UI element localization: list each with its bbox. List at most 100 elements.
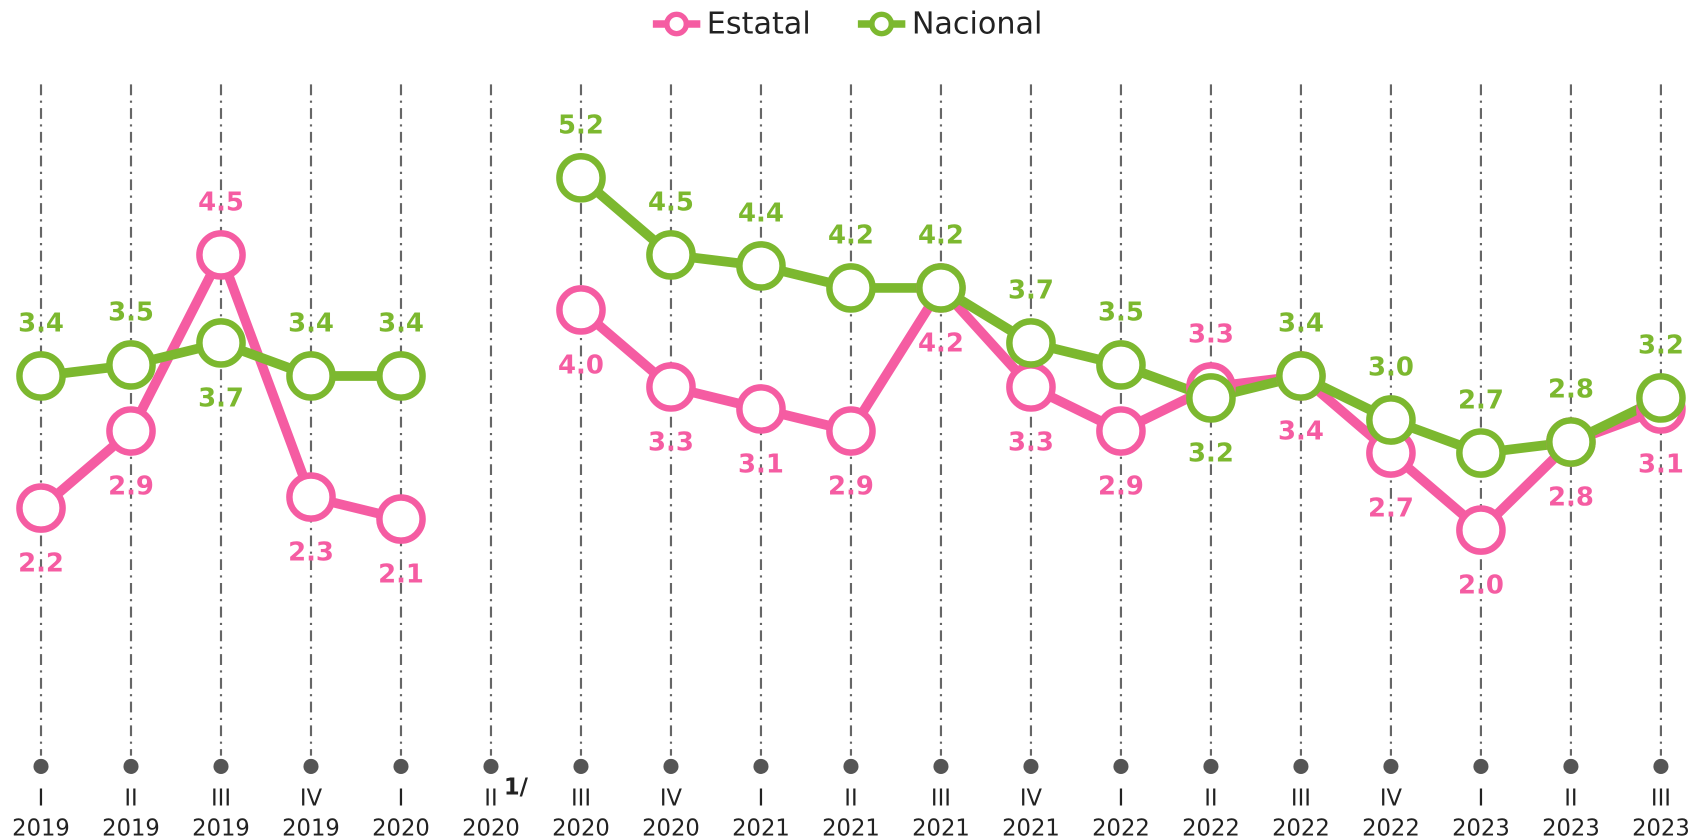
data-label: 4.5 [648, 188, 694, 218]
x-tick-quarter: III [931, 785, 951, 811]
legend-marker [869, 11, 895, 37]
category-dot [843, 758, 859, 774]
point [1636, 373, 1686, 423]
point [646, 230, 696, 280]
x-tick-year: 2020 [462, 815, 520, 840]
data-label: 3.4 [1278, 417, 1324, 447]
x-tick-quarter: IV [1380, 785, 1403, 811]
x-tick-quarter: II [124, 785, 137, 811]
x-tick-quarter: IV [660, 785, 683, 811]
point [1096, 406, 1146, 456]
category-dot [393, 758, 409, 774]
point [1456, 428, 1506, 478]
point [16, 483, 66, 533]
data-label: 2.9 [828, 472, 874, 502]
x-tick-quarter: II [1564, 785, 1577, 811]
x-tick-year: 2020 [552, 815, 610, 840]
point [1006, 362, 1056, 412]
legend-marker [664, 11, 689, 37]
x-tick-year: 2021 [822, 815, 880, 840]
point [106, 340, 156, 390]
data-label: 3.5 [1098, 298, 1144, 328]
x-tick-year: 2020 [372, 815, 430, 840]
data-label: 4.2 [828, 221, 874, 251]
point [556, 153, 606, 203]
point [1546, 417, 1596, 467]
data-label: 3.3 [1188, 320, 1234, 350]
x-tick-quarter: III [1651, 785, 1671, 811]
x-tick-quarter: I [38, 785, 45, 811]
data-label: 2.9 [1098, 472, 1144, 502]
x-tick-quarter: II [484, 785, 497, 811]
data-label: 4.4 [738, 199, 784, 229]
point [286, 351, 336, 401]
x-tick-year: 2022 [1362, 815, 1420, 840]
point [736, 241, 786, 291]
x-tick-year: 2020 [642, 815, 700, 840]
x-tick-year: 2021 [1002, 815, 1060, 840]
category-dot [753, 758, 769, 774]
point [646, 362, 696, 412]
data-label: 5.2 [558, 111, 604, 141]
point [826, 263, 876, 313]
data-label: 3.2 [1188, 439, 1234, 469]
x-tick-year: 2023 [1542, 815, 1600, 840]
data-label: 3.7 [1008, 276, 1054, 306]
point [1366, 395, 1416, 445]
x-tick-quarter: II [844, 785, 857, 811]
category-dot [1653, 758, 1669, 774]
x-tick-quarter: I [758, 785, 765, 811]
category-dot [123, 758, 139, 774]
data-label: 2.8 [1548, 483, 1594, 513]
point [556, 285, 606, 335]
x-tick-quarter: IV [300, 785, 323, 811]
category-dot [1293, 758, 1309, 774]
point [196, 318, 246, 368]
data-label: 3.5 [108, 298, 154, 328]
data-label: 4.2 [918, 329, 964, 359]
x-tick-year: 2021 [732, 815, 790, 840]
data-label: 4.0 [558, 351, 604, 381]
point [1096, 340, 1146, 390]
point [376, 494, 426, 544]
point [16, 351, 66, 401]
data-label: 2.9 [108, 472, 154, 502]
data-label: 2.2 [18, 549, 64, 579]
data-label: 3.1 [738, 450, 784, 480]
x-tick-quarter: I [1118, 785, 1125, 811]
footnote-mark: 1/ [504, 774, 529, 800]
point [1186, 373, 1236, 423]
point [736, 384, 786, 434]
point [916, 263, 966, 313]
category-dot [213, 758, 229, 774]
point [1276, 351, 1326, 401]
category-dot [933, 758, 949, 774]
x-tick-year: 2023 [1632, 815, 1690, 840]
point [196, 230, 246, 280]
data-label: 2.0 [1458, 571, 1504, 601]
x-tick-quarter: III [571, 785, 591, 811]
point [106, 406, 156, 456]
x-tick-year: 2021 [912, 815, 970, 840]
category-dot [1563, 758, 1579, 774]
x-tick-year: 2022 [1272, 815, 1330, 840]
category-dot [663, 758, 679, 774]
legend-label: Estatal [707, 7, 811, 42]
category-dot [573, 758, 589, 774]
category-dot [1473, 758, 1489, 774]
data-label: 3.4 [18, 309, 64, 339]
point [376, 351, 426, 401]
x-tick-year: 2019 [12, 815, 70, 840]
data-label: 3.4 [288, 309, 334, 339]
data-label: 2.7 [1458, 386, 1504, 416]
x-tick-year: 2022 [1182, 815, 1240, 840]
data-label: 3.7 [198, 384, 244, 414]
category-dot [33, 758, 49, 774]
x-tick-year: 2019 [102, 815, 160, 840]
x-tick-quarter: I [398, 785, 405, 811]
category-dot [303, 758, 319, 774]
x-tick-quarter: IV [1020, 785, 1043, 811]
x-tick-year: 2023 [1452, 815, 1510, 840]
